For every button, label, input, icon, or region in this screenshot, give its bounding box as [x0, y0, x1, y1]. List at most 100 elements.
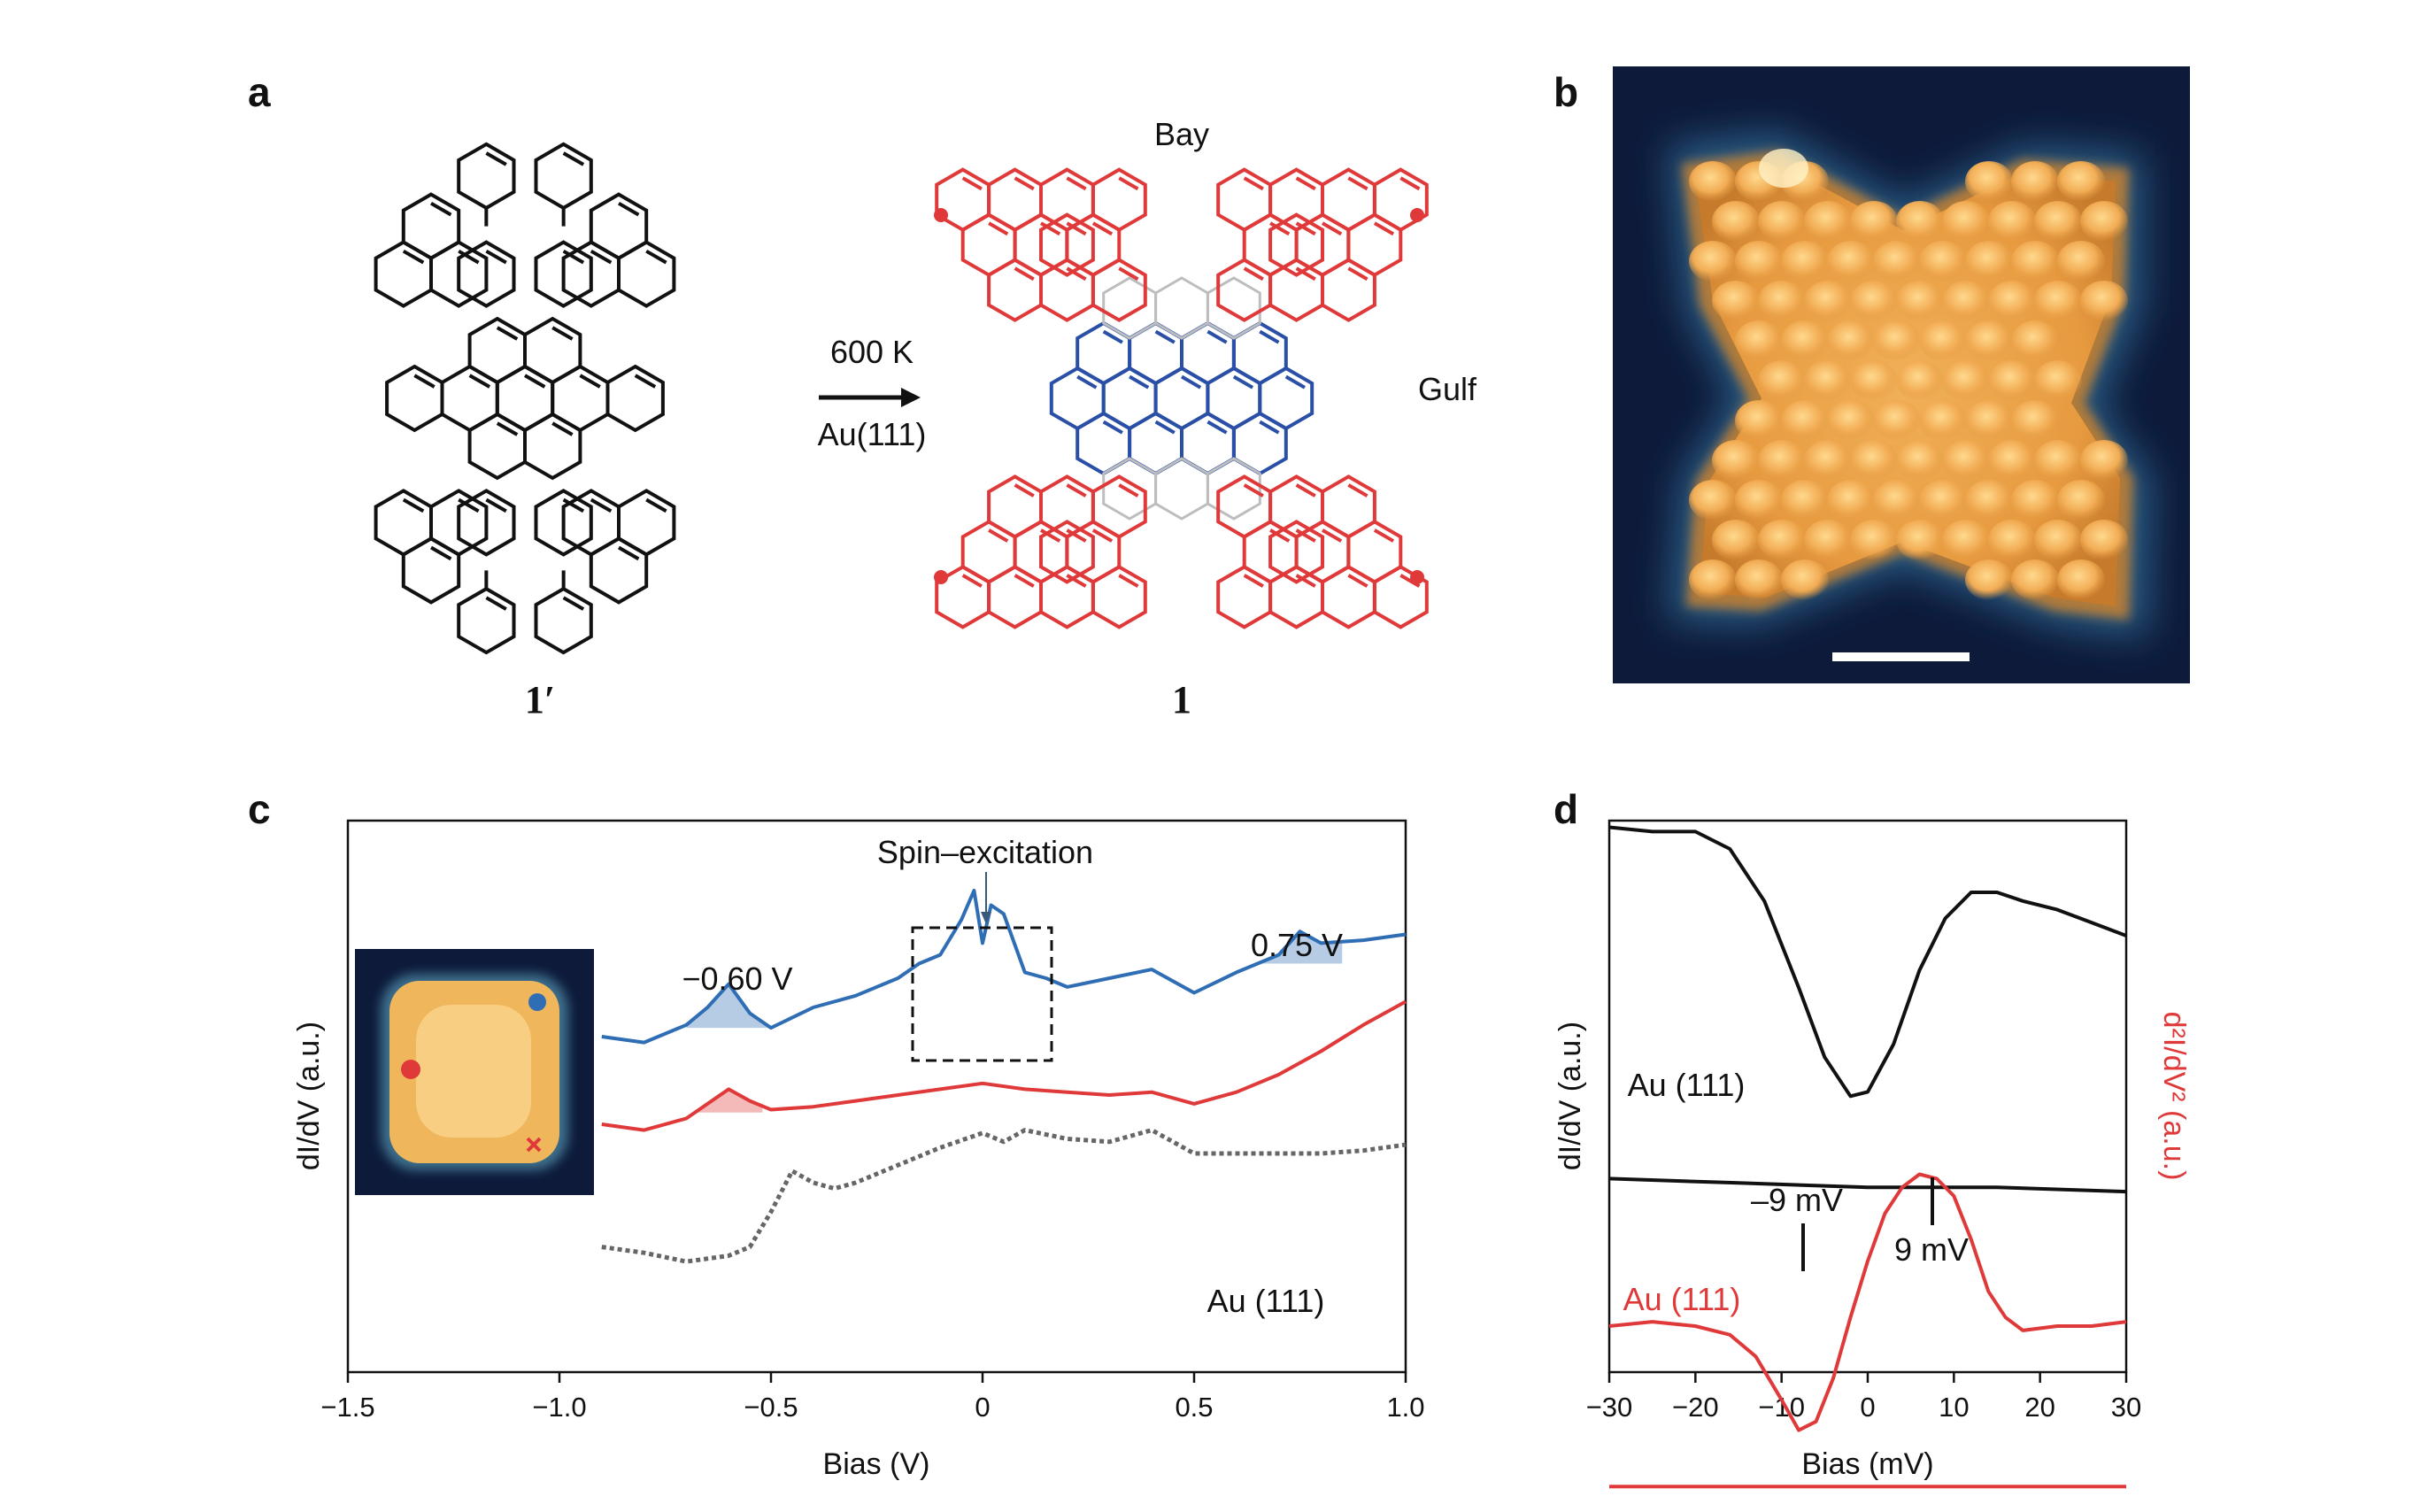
double-bond — [1014, 176, 1035, 191]
radical-dot — [934, 570, 948, 584]
double-bond — [1129, 374, 1150, 390]
double-bond — [1014, 483, 1035, 498]
stm-feature — [2057, 161, 2105, 202]
stm-feature — [1988, 360, 2036, 401]
stm-feature — [1758, 281, 1806, 321]
x-tick-label: −0.5 — [744, 1392, 798, 1423]
panel-label-c: c — [248, 786, 271, 832]
double-bond — [634, 374, 657, 389]
double-bond — [1269, 528, 1291, 543]
outer-ring — [1039, 520, 1095, 584]
double-bond — [430, 201, 452, 217]
double-bond — [485, 151, 507, 166]
inset-stm-image — [355, 949, 594, 1195]
stm-feature — [1988, 440, 2036, 481]
outer-ring — [1091, 474, 1147, 539]
double-bond — [1206, 329, 1228, 344]
stm-feature — [1919, 400, 1967, 441]
double-bond — [1118, 574, 1139, 588]
stm-feature — [1850, 520, 1898, 560]
peak-label-plus9: 9 mV — [1894, 1231, 1969, 1268]
x-tick-label: 0.5 — [1175, 1392, 1213, 1423]
stm-feature — [2080, 440, 2128, 481]
x-axis-label-d: Bias (mV) — [1801, 1447, 1933, 1481]
reaction-temperature: 600 K — [830, 334, 914, 370]
stm-feature — [1896, 520, 1944, 560]
stm-feature — [1781, 559, 1829, 600]
stm-feature — [2034, 201, 2082, 242]
y-axis-label-right-d: d²I/dV² (a.u.) — [2157, 1012, 2191, 1181]
stm-feature — [1735, 559, 1783, 600]
precursor-ring — [534, 240, 593, 308]
double-bond — [1066, 528, 1087, 543]
outer-ring — [1372, 565, 1429, 629]
stm-feature — [1965, 559, 2013, 600]
stm-feature — [2034, 281, 2082, 321]
double-bond — [562, 151, 585, 166]
double-bond — [1259, 420, 1280, 435]
x-tick-label: 0 — [1860, 1392, 1875, 1423]
double-bond — [1321, 528, 1343, 543]
new-ring — [1154, 457, 1209, 521]
double-bond — [1243, 176, 1264, 191]
double-bond — [1118, 266, 1139, 282]
spin-excitation-box — [911, 926, 1053, 1062]
double-bond — [590, 498, 613, 513]
double-bond — [402, 498, 425, 513]
reaction-substrate: Au(111) — [818, 416, 927, 452]
stm-feature — [1735, 320, 1783, 361]
panel-b-stm-image — [1613, 66, 2190, 683]
stm-feature — [1873, 241, 1921, 282]
precursor-ring — [385, 364, 444, 433]
stm-feature — [1827, 241, 1875, 282]
precursor-ring — [457, 489, 516, 557]
double-bond — [485, 249, 507, 265]
double-bond — [485, 498, 507, 513]
double-bond — [485, 596, 507, 611]
scale-bar — [1832, 652, 1970, 661]
stm-feature — [1735, 241, 1783, 282]
plot-frame-c — [346, 819, 1407, 1374]
stm-feature — [1804, 201, 1852, 242]
au-reference-label: Au (111) — [1207, 1283, 1325, 1319]
double-bond — [1066, 574, 1087, 588]
series-line — [601, 999, 1407, 1132]
x-tick-label: 20 — [2024, 1392, 2055, 1423]
peak-label-negative: −0.60 V — [682, 960, 792, 997]
double-bond — [1102, 420, 1123, 435]
double-bond — [496, 326, 519, 341]
peak-shading — [686, 984, 771, 1029]
outer-ring — [1216, 258, 1273, 322]
double-bond — [1154, 329, 1176, 344]
stm-feature — [2080, 281, 2128, 321]
precursor-ring — [457, 586, 516, 655]
x-tick-label: 1.0 — [1386, 1392, 1424, 1423]
precursor-ring — [457, 240, 516, 308]
stm-feature — [1942, 520, 1990, 560]
stm-feature — [1942, 201, 1990, 242]
double-bond — [1347, 483, 1368, 498]
series-line — [1608, 1172, 2127, 1432]
new-ring — [1154, 276, 1209, 340]
stm-feature — [1942, 360, 1990, 401]
double-bond — [1076, 374, 1098, 390]
stm-feature — [1965, 241, 2013, 282]
double-bond — [618, 545, 640, 561]
stm-feature — [1804, 520, 1852, 560]
precursor-ring — [534, 586, 593, 655]
panel-c: −1.5 −1.0 −0.5 0 0.5 1.0 Bias (V) dI/dV (a.u.… — [292, 819, 1425, 1481]
double-bond — [1066, 266, 1087, 282]
stm-feature — [2011, 241, 2059, 282]
double-bond — [1295, 574, 1316, 588]
outer-ring — [1216, 474, 1273, 539]
radical-dot — [934, 208, 948, 222]
stm-feature — [2011, 559, 2059, 600]
stm-feature — [1781, 241, 1829, 282]
tip-position-red — [401, 1060, 420, 1079]
new-ring — [1206, 276, 1261, 340]
au-label-red: Au (111) — [1623, 1281, 1741, 1317]
stm-feature — [2011, 480, 2059, 521]
double-bond — [458, 249, 480, 265]
stm-feature — [2080, 201, 2128, 242]
double-bond — [1014, 266, 1035, 282]
